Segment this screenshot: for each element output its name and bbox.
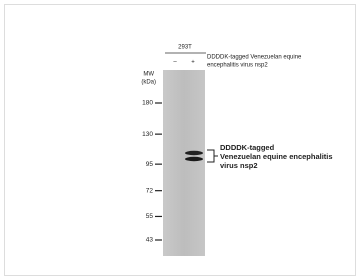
marker-label: 180 xyxy=(142,100,153,107)
marker-label: 55 xyxy=(146,213,154,220)
band-label: virus nsp2 xyxy=(220,161,258,170)
figure: 293T – + DDDDK-tagged Venezuelan equine … xyxy=(0,0,360,280)
lane-label: + xyxy=(191,60,195,66)
mw-label: MW xyxy=(143,72,154,78)
lane-description: DDDDK-tagged Venezuelan equine xyxy=(207,55,302,61)
gel-lane xyxy=(163,70,205,256)
band-label: Venezuelan equine encephalitis xyxy=(220,152,333,161)
marker-label: 130 xyxy=(142,131,153,138)
marker-label: 95 xyxy=(146,161,154,168)
lane-description: encephalitis virus nsp2 xyxy=(207,63,268,69)
marker-label: 72 xyxy=(146,187,154,194)
cell-line: 293T xyxy=(178,45,192,51)
page: {"blot": { "cell_line": "293T", "lanes":… xyxy=(0,0,360,280)
band-label: DDDDK-tagged xyxy=(220,143,275,152)
band xyxy=(185,151,203,155)
mw-label: (kDa) xyxy=(141,80,156,86)
band xyxy=(185,157,203,161)
marker-label: 43 xyxy=(146,237,154,244)
